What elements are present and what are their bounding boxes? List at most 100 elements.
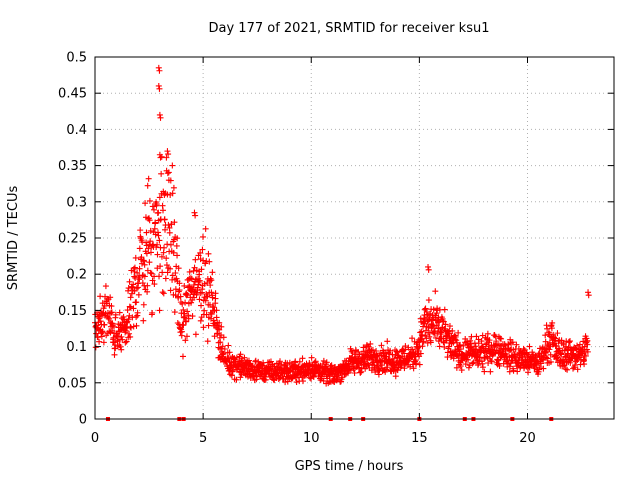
data-point [156, 273, 163, 280]
data-point [141, 273, 148, 280]
data-point [212, 290, 219, 297]
data-point [552, 335, 559, 342]
data-point [160, 207, 167, 214]
data-point [470, 359, 477, 366]
data-point [131, 264, 138, 271]
data-point [146, 259, 153, 266]
x-tick-label: 15 [411, 431, 428, 446]
data-point [140, 301, 147, 308]
data-point [426, 329, 433, 336]
data-point [134, 309, 141, 316]
data-point [194, 284, 201, 291]
y-tick-label: 0.45 [58, 87, 87, 102]
data-point [419, 333, 426, 340]
data-point [135, 291, 142, 298]
data-point [164, 170, 171, 177]
data-point [185, 315, 192, 322]
data-point [558, 351, 565, 358]
data-point [204, 293, 211, 300]
data-point [171, 309, 178, 316]
data-point [156, 85, 163, 92]
data-point [430, 306, 437, 313]
data-point [310, 373, 317, 380]
data-point [296, 358, 303, 365]
data-point [513, 341, 520, 348]
data-point [392, 373, 399, 380]
data-point [111, 323, 118, 330]
data-point [207, 282, 214, 289]
data-point [369, 346, 376, 353]
data-point [136, 276, 143, 283]
data-point [576, 354, 583, 361]
data-point [467, 337, 474, 344]
data-point [311, 370, 318, 377]
data-point [525, 369, 532, 376]
data-point [163, 255, 170, 262]
data-point [126, 303, 133, 310]
data-point [133, 313, 140, 320]
data-point [253, 372, 260, 379]
data-point [566, 339, 573, 346]
y-tick-label: 0.2 [66, 268, 87, 283]
data-point [523, 350, 530, 357]
data-point [127, 333, 134, 340]
data-point [567, 359, 574, 366]
data-point [183, 333, 190, 340]
data-point [355, 348, 362, 355]
data-point [210, 317, 217, 324]
data-point [190, 267, 197, 274]
data-point [176, 287, 183, 294]
data-point [311, 359, 318, 366]
data-point [487, 368, 494, 375]
data-point [460, 342, 467, 349]
data-point [173, 242, 180, 249]
data-point [199, 246, 206, 253]
data-point [548, 325, 555, 332]
x-tick-label: 20 [519, 431, 536, 446]
data-point [165, 221, 172, 228]
y-tick-label: 0.4 [66, 123, 87, 138]
data-point [174, 319, 181, 326]
data-point [96, 338, 103, 345]
data-point [182, 337, 189, 344]
data-point [210, 304, 217, 311]
chart-title: Day 177 of 2021, SRMTID for receiver ksu… [209, 21, 490, 36]
data-point [442, 321, 449, 328]
x-tick-label: 10 [303, 431, 320, 446]
data-point [153, 201, 160, 208]
data-point [446, 323, 453, 330]
data-point [181, 313, 188, 320]
data-point [237, 351, 244, 358]
data-point [164, 148, 171, 155]
data-point [538, 360, 545, 367]
data-point [572, 362, 579, 369]
data-point [128, 290, 135, 297]
data-point [156, 111, 163, 118]
data-point [299, 378, 306, 385]
data-point [147, 269, 154, 276]
data-point [208, 311, 215, 318]
data-point [183, 318, 190, 325]
data-point [176, 280, 183, 287]
data-point [378, 342, 385, 349]
data-point [138, 254, 145, 261]
data-point [127, 304, 134, 311]
data-point [220, 334, 227, 341]
data-point [155, 209, 162, 216]
data-point [465, 356, 472, 363]
data-point [118, 333, 125, 340]
data-point [441, 306, 448, 313]
axis-ticks: 0 0.05 0.1 0.15 0.2 0.25 0.3 0.35 0.4 0.45 0.5 0 5 10… [58, 51, 614, 446]
data-point [570, 365, 577, 372]
data-point [483, 353, 490, 360]
data-point [493, 338, 500, 345]
data-point [147, 238, 154, 245]
data-point [393, 348, 400, 355]
data-point [202, 297, 209, 304]
data-point [544, 325, 551, 332]
data-point [126, 330, 133, 337]
data-point [198, 266, 205, 273]
data-point [325, 380, 332, 387]
data-point [99, 329, 106, 336]
data-point [158, 253, 165, 260]
